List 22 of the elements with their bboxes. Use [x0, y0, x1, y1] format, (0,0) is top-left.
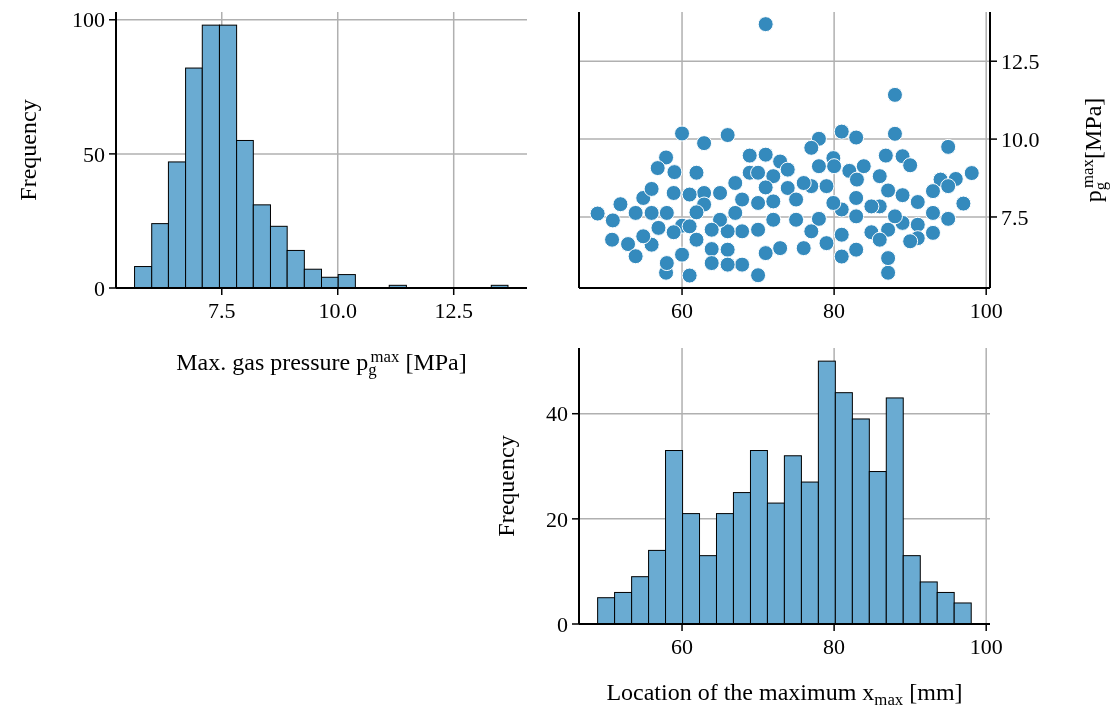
x-tick-label: 10.0: [318, 298, 357, 323]
x-axis-title: Max. gas pressure p$_{g}$$^{max}$ [MPa]: [176, 347, 467, 380]
y-tick-label: 40: [546, 401, 568, 427]
x-axis-title: Location of the maximum x$_{max}$ [mm]: [606, 679, 963, 710]
x-tick-label: 80: [823, 298, 846, 323]
y-tick-label: 50: [83, 141, 105, 167]
y-axis-title: Frequency: [493, 435, 520, 537]
y-tick-label: 10.0: [1001, 126, 1040, 152]
x-tick-label: 7.5: [208, 298, 236, 323]
x-tick-label: 60: [671, 298, 694, 323]
x-tick-label: 60: [671, 634, 694, 659]
y-tick-label: 20: [546, 506, 568, 532]
y-tick-label: 12.5: [1001, 48, 1040, 74]
y-tick-label: 0: [557, 611, 568, 637]
y-tick-label: 100: [72, 7, 105, 33]
y-tick-label: 7.5: [1001, 204, 1029, 230]
y-axis-title: Frequency: [15, 99, 42, 201]
y-tick-label: 0: [94, 275, 105, 301]
x-tick-label: 100: [969, 634, 1003, 659]
x-tick-label: 80: [823, 634, 846, 659]
x-tick-label: 12.5: [434, 298, 473, 323]
x-tick-label: 100: [969, 298, 1003, 323]
